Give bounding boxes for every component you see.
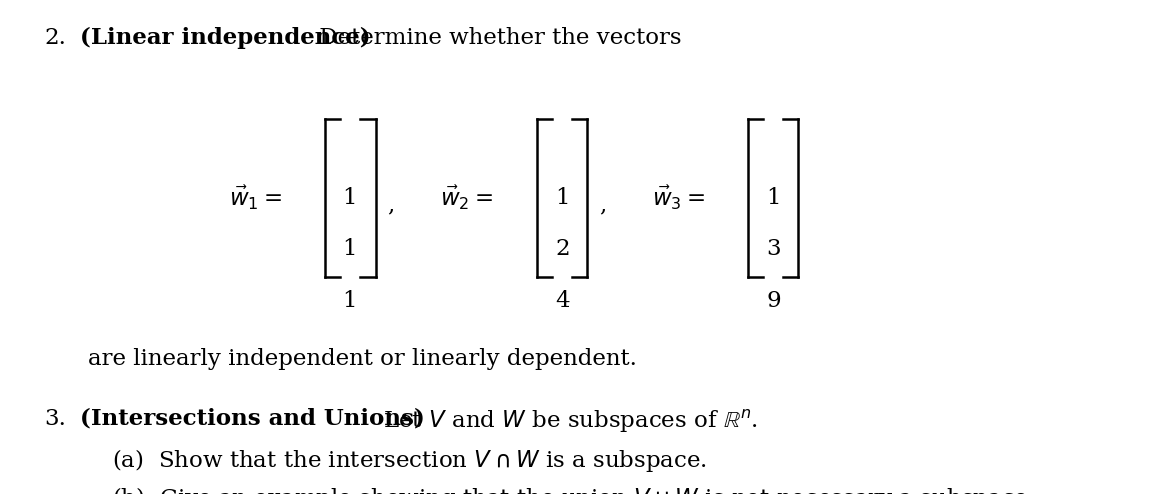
Text: $\vec{w}_3 =$: $\vec{w}_3 =$ xyxy=(652,183,704,212)
Text: 1: 1 xyxy=(555,187,569,208)
Text: 3.: 3. xyxy=(45,408,67,430)
Text: 3: 3 xyxy=(767,239,781,260)
Text: 1: 1 xyxy=(767,187,781,208)
Text: (Linear independence): (Linear independence) xyxy=(80,27,370,49)
Text: (Intersections and Unions): (Intersections and Unions) xyxy=(80,408,425,430)
Text: are linearly independent or linearly dependent.: are linearly independent or linearly dep… xyxy=(88,348,637,370)
Text: Let $V$ and $W$ be subspaces of $\mathbb{R}^n$.: Let $V$ and $W$ be subspaces of $\mathbb… xyxy=(376,408,757,435)
Text: $\vec{w}_1 =$: $\vec{w}_1 =$ xyxy=(229,183,282,212)
Text: 1: 1 xyxy=(343,187,357,208)
Text: 4: 4 xyxy=(555,290,569,312)
Text: (b)  Give an example showing that the union $V \cup W$ is not necessary a subspa: (b) Give an example showing that the uni… xyxy=(112,485,1034,494)
Text: 2.: 2. xyxy=(45,27,67,49)
Text: 2: 2 xyxy=(555,239,569,260)
Text: ,: , xyxy=(599,194,606,216)
Text: 1: 1 xyxy=(343,239,357,260)
Text: 9: 9 xyxy=(767,290,781,312)
Text: 1: 1 xyxy=(343,290,357,312)
Text: $\vec{w}_2 =$: $\vec{w}_2 =$ xyxy=(440,183,493,212)
Text: ,: , xyxy=(387,194,394,216)
Text: (a)  Show that the intersection $V \cap W$ is a subspace.: (a) Show that the intersection $V \cap W… xyxy=(112,447,707,474)
Text: Determine whether the vectors: Determine whether the vectors xyxy=(312,27,682,49)
